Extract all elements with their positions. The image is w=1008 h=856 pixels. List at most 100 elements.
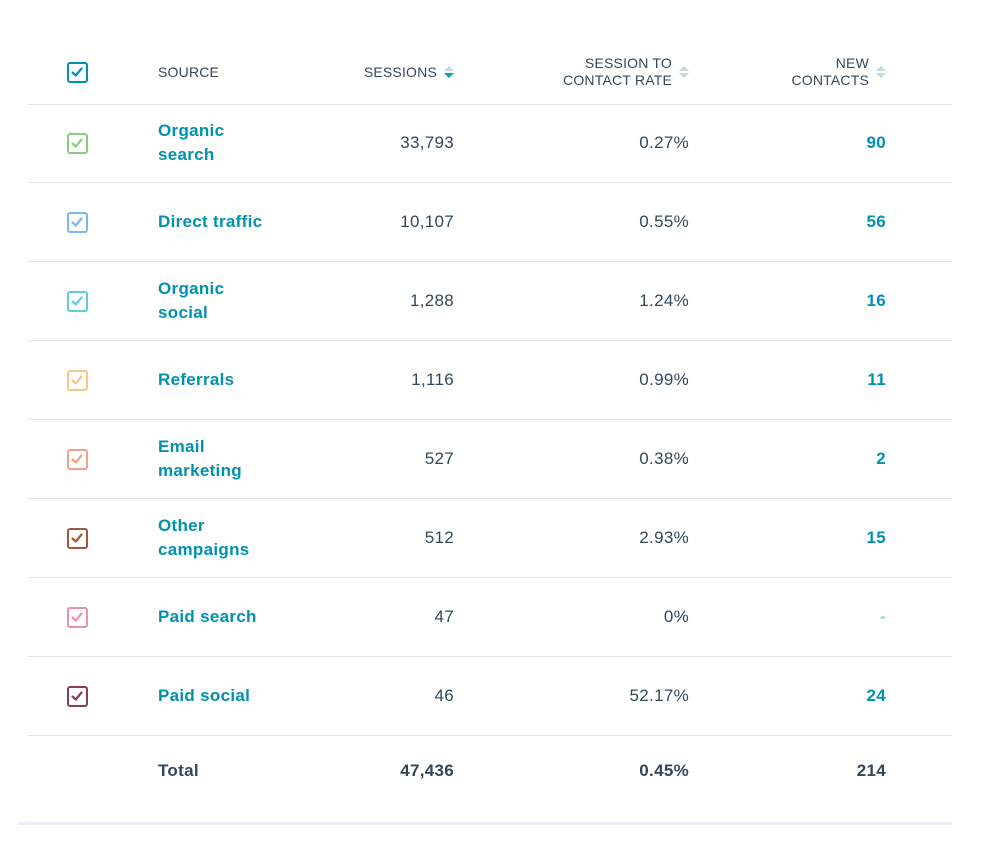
- table-header-row: SOURCE SESSIONS SESSION TO CONTACT RATE …: [28, 40, 952, 105]
- total-label: Total: [158, 761, 199, 780]
- source-column-header[interactable]: SOURCE: [158, 40, 308, 104]
- rate-value: 0.99%: [639, 370, 689, 389]
- row-checkbox-cell: [63, 341, 91, 419]
- sessions-value: 527: [424, 449, 454, 468]
- source-name-line2: marketing: [158, 461, 242, 480]
- contacts-cell: 16: [728, 262, 886, 340]
- series-checkbox[interactable]: [66, 369, 88, 391]
- source-cell: Direct traffic: [158, 183, 308, 261]
- series-checkbox[interactable]: [66, 448, 88, 470]
- rate-cell: 0.55%: [508, 183, 689, 261]
- sessions-value: 47: [434, 607, 454, 626]
- source-link[interactable]: Referrals: [158, 368, 288, 392]
- source-link[interactable]: Paid social: [158, 684, 288, 708]
- source-name-line2: campaigns: [158, 540, 250, 559]
- sessions-header-label: SESSIONS: [363, 63, 437, 80]
- series-checkbox[interactable]: [66, 290, 88, 312]
- source-header-label: SOURCE: [158, 63, 220, 80]
- select-all-checkbox[interactable]: [66, 61, 88, 83]
- total-sessions-cell: 47,436: [308, 736, 454, 806]
- sessions-value: 46: [434, 686, 454, 705]
- source-name-line2: search: [158, 145, 215, 164]
- row-checkbox-cell: [63, 104, 91, 182]
- total-row: Total 47,436 0.45% 214: [28, 736, 952, 806]
- sort-icon[interactable]: [679, 66, 689, 78]
- total-label-cell: Total: [158, 736, 308, 806]
- rate-cell: 2.93%: [508, 499, 689, 577]
- total-contacts: 214: [856, 761, 886, 780]
- checkmark-icon: [71, 533, 83, 543]
- source-cell: Other campaigns: [158, 499, 308, 577]
- series-checkbox[interactable]: [66, 211, 88, 233]
- table-row: Paid social 46 52.17% 24: [28, 657, 952, 736]
- row-checkbox-cell: [63, 262, 91, 340]
- source-link[interactable]: Organic search: [158, 119, 288, 167]
- total-rate: 0.45%: [639, 761, 689, 780]
- new-contacts-value[interactable]: 15: [866, 528, 886, 547]
- rate-value: 0.27%: [639, 133, 689, 152]
- sessions-value: 1,288: [409, 291, 454, 310]
- sessions-column-header[interactable]: SESSIONS: [308, 40, 454, 104]
- sort-descending-icon[interactable]: [444, 66, 454, 78]
- new-contacts-value[interactable]: 2: [876, 449, 886, 468]
- total-contacts-cell: 214: [728, 736, 886, 806]
- series-checkbox[interactable]: [66, 132, 88, 154]
- rate-cell: 1.24%: [508, 262, 689, 340]
- rate-value: 52.17%: [629, 686, 689, 705]
- new-contacts-value[interactable]: 16: [866, 291, 886, 310]
- sessions-cell: 33,793: [308, 104, 454, 182]
- rate-header-line2: CONTACT RATE: [563, 72, 672, 88]
- rate-value: 0.38%: [639, 449, 689, 468]
- new-contacts-value[interactable]: 56: [866, 212, 886, 231]
- sessions-value: 33,793: [400, 133, 454, 152]
- sessions-cell: 47: [308, 578, 454, 656]
- source-name-line2: social: [158, 303, 208, 322]
- row-checkbox-cell: [63, 183, 91, 261]
- contacts-cell: 15: [728, 499, 886, 577]
- table-row: Direct traffic 10,107 0.55% 56: [28, 183, 952, 262]
- sessions-cell: 1,116: [308, 341, 454, 419]
- checkmark-icon: [71, 454, 83, 464]
- source-link[interactable]: Organic social: [158, 277, 288, 325]
- source-cell: Organic search: [158, 104, 308, 182]
- checkmark-icon: [71, 296, 83, 306]
- checkmark-icon: [71, 612, 83, 622]
- sessions-value: 512: [424, 528, 454, 547]
- sort-icon[interactable]: [876, 66, 886, 78]
- source-name-line1: Referrals: [158, 370, 235, 389]
- contacts-header-line1: NEW: [835, 55, 869, 71]
- table-row: Organic search 33,793 0.27% 90: [28, 104, 952, 183]
- row-checkbox-cell: [63, 420, 91, 498]
- row-checkbox-cell: [63, 499, 91, 577]
- series-checkbox[interactable]: [66, 527, 88, 549]
- session-to-contact-rate-column-header[interactable]: SESSION TO CONTACT RATE: [508, 40, 689, 104]
- row-checkbox-cell: [63, 657, 91, 735]
- source-link[interactable]: Paid search: [158, 605, 288, 629]
- source-link[interactable]: Email marketing: [158, 435, 288, 483]
- new-contacts-value[interactable]: 11: [867, 370, 886, 389]
- rate-value: 2.93%: [639, 528, 689, 547]
- new-contacts-value[interactable]: 90: [866, 133, 886, 152]
- source-name-line1: Organic: [158, 121, 225, 140]
- rate-cell: 0.27%: [508, 104, 689, 182]
- new-contacts-column-header[interactable]: NEW CONTACTS: [728, 40, 886, 104]
- table-row: Paid search 47 0% -: [28, 578, 952, 657]
- table-row: Organic social 1,288 1.24% 16: [28, 262, 952, 341]
- new-contacts-value: -: [880, 607, 886, 626]
- rate-cell: 0.38%: [508, 420, 689, 498]
- new-contacts-value[interactable]: 24: [866, 686, 886, 705]
- contacts-cell: 90: [728, 104, 886, 182]
- series-checkbox[interactable]: [66, 685, 88, 707]
- rate-cell: 0.99%: [508, 341, 689, 419]
- contacts-cell: 11: [728, 341, 886, 419]
- checkmark-icon: [71, 691, 83, 701]
- source-link[interactable]: Other campaigns: [158, 514, 288, 562]
- series-checkbox[interactable]: [66, 606, 88, 628]
- table-row: Other campaigns 512 2.93% 15: [28, 499, 952, 578]
- source-link[interactable]: Direct traffic: [158, 210, 288, 234]
- source-cell: Paid social: [158, 657, 308, 735]
- sessions-cell: 527: [308, 420, 454, 498]
- checkmark-icon: [71, 375, 83, 385]
- sessions-value: 10,107: [400, 212, 454, 231]
- checkmark-icon: [71, 138, 83, 148]
